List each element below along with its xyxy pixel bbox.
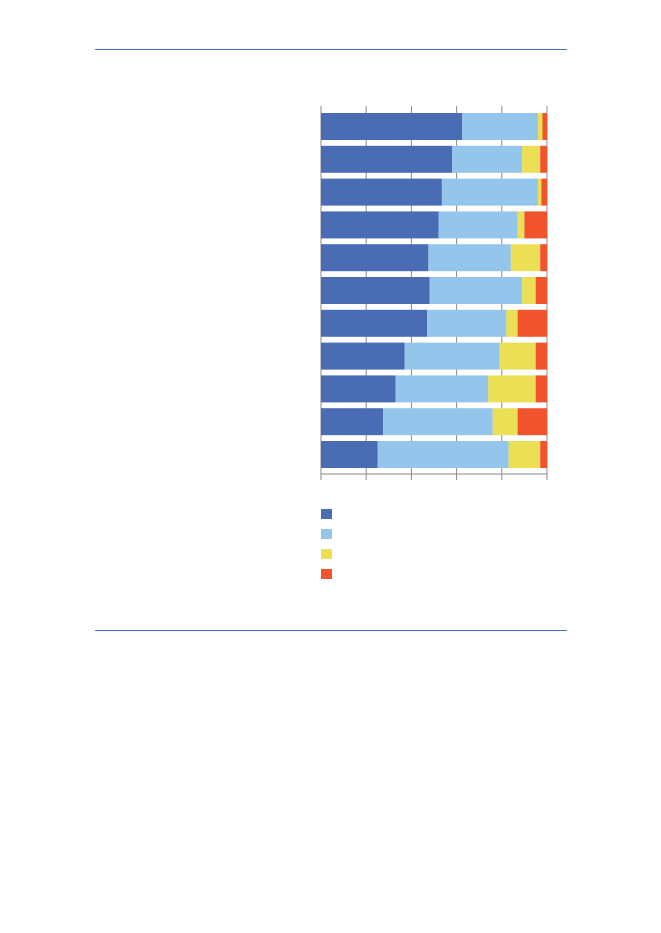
legend (321, 504, 332, 584)
bar-segment (517, 408, 547, 436)
bar-segment (438, 211, 518, 239)
bar-segment (508, 441, 541, 468)
bar-segment (506, 309, 518, 337)
bar-segment (540, 244, 547, 272)
legend-swatch (321, 529, 332, 539)
bar-segment (427, 309, 507, 337)
bar-segment (540, 441, 547, 468)
bar-segment (499, 342, 536, 370)
bar-segment (377, 441, 509, 468)
bar-segment (535, 375, 547, 403)
bar-segment (492, 408, 518, 436)
bar-segment (488, 375, 536, 403)
bar-segment (535, 342, 547, 370)
bar-segment (321, 178, 442, 206)
bar-segment (522, 145, 541, 173)
legend-swatch (321, 569, 332, 579)
legend-item (321, 524, 332, 544)
bar-segment (321, 441, 378, 468)
legend-item (321, 564, 332, 584)
bar-segment (428, 244, 511, 272)
bar-segment (395, 375, 489, 403)
bar-segment (404, 342, 500, 370)
bar-segment (321, 113, 463, 140)
bar-segment (321, 145, 453, 173)
legend-swatch (321, 549, 332, 559)
bar-segment (542, 113, 547, 140)
legend-swatch (321, 509, 332, 519)
bar-segment (537, 178, 542, 206)
bar-segment (321, 244, 429, 272)
bar-segment (510, 244, 541, 272)
bar-segment (517, 211, 525, 239)
bar-segment (517, 309, 547, 337)
bar-segment (537, 113, 543, 140)
bar-segment (462, 113, 538, 140)
bar-segment (429, 277, 523, 304)
bar-segment (321, 408, 384, 436)
bar-segment (321, 211, 439, 239)
legend-item (321, 544, 332, 564)
legend-item (321, 504, 332, 524)
bars (321, 113, 547, 468)
bar-segment (321, 342, 405, 370)
bar-segment (321, 277, 430, 304)
bar-segment (321, 309, 428, 337)
bar-segment (383, 408, 493, 436)
bar-segment (535, 277, 547, 304)
bar-segment (522, 277, 536, 304)
top-rule (95, 49, 567, 50)
bar-segment (452, 145, 523, 173)
bar-segment (524, 211, 547, 239)
bar-segment (441, 178, 538, 206)
bar-segment (540, 145, 547, 173)
bottom-rule (95, 630, 567, 631)
bar-segment (321, 375, 396, 403)
x-axis (320, 473, 548, 480)
bar-segment (541, 178, 547, 206)
